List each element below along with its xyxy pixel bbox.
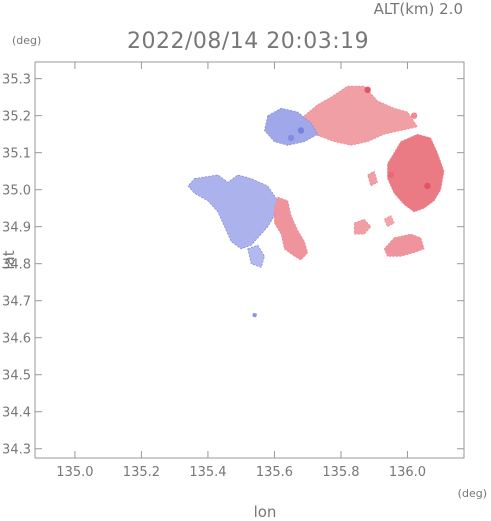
x-tick-label: 135.2 <box>123 465 160 480</box>
echo-region-11 <box>252 312 257 318</box>
echo-spot-4 <box>297 127 305 134</box>
y-tick-label: 34.9 <box>2 221 31 236</box>
chart-subtitle: ALT(km) 2.0 <box>374 0 463 18</box>
echo-region-8 <box>353 218 372 235</box>
x-tick-label: 135.0 <box>56 465 93 480</box>
y-tick-label: 34.3 <box>2 443 31 458</box>
y-tick-label: 34.7 <box>2 295 31 310</box>
echo-region-1 <box>187 174 279 250</box>
echo-region-6 <box>387 133 445 213</box>
x-tick-label: 135.8 <box>322 465 359 480</box>
x-tick-label: 135.4 <box>189 465 226 480</box>
y-tick-label: 34.5 <box>2 369 31 384</box>
echo-region-10 <box>383 215 395 228</box>
y-ticks: 34.3 34.4 34.5 34.6 34.7 34.8 34.9 35.0 35.1 35.2… <box>2 73 464 458</box>
echo-region-5 <box>264 107 319 146</box>
y-tick-label: 34.4 <box>2 406 31 421</box>
echo-spot-2 <box>424 182 431 190</box>
echo-spot-6 <box>410 112 418 119</box>
echo-region-4 <box>300 85 419 146</box>
y-tick-label: 35.0 <box>2 184 31 199</box>
echo-spot-3 <box>387 171 394 179</box>
echo-spot-5 <box>287 134 295 142</box>
chart-title: 2022/08/14 20:03:19 <box>127 29 369 54</box>
y-axis-unit: (deg) <box>12 34 41 47</box>
echo-region-9 <box>367 170 378 187</box>
x-tick-label: 136.0 <box>389 465 426 480</box>
y-axis-label: lat <box>0 250 18 269</box>
x-axis-unit: (deg) <box>458 487 487 500</box>
y-tick-label: 35.2 <box>2 110 31 125</box>
y-tick-label: 34.6 <box>2 332 31 347</box>
y-tick-label: 35.3 <box>2 73 31 88</box>
plot-frame <box>34 61 465 459</box>
y-tick-label: 34.8 <box>2 258 31 273</box>
data-field <box>187 85 445 318</box>
echo-region-2 <box>247 244 265 268</box>
x-ticks: 135.0 135.2 135.4 135.6 135.8 136.0 <box>56 62 426 480</box>
echo-region-3 <box>273 196 309 261</box>
y-tick-label: 35.1 <box>2 147 31 162</box>
echo-spot-1 <box>364 86 371 94</box>
echo-region-7 <box>383 233 425 257</box>
x-axis-label: lon <box>254 503 277 521</box>
data-spots <box>287 86 431 190</box>
x-tick-label: 135.6 <box>256 465 293 480</box>
